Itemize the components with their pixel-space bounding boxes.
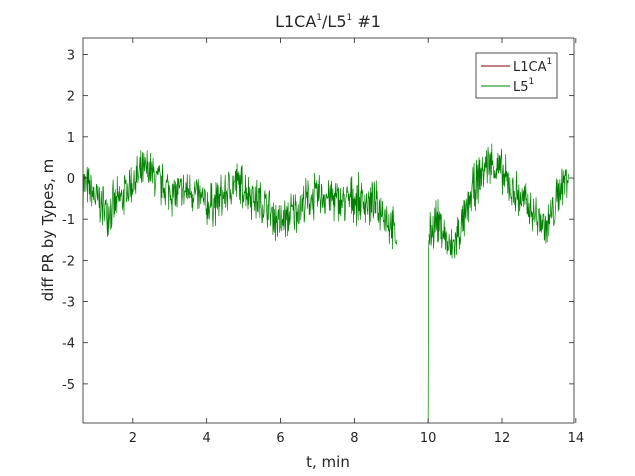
- y-tick-label: 3: [67, 48, 75, 63]
- x-axis-title: t, min: [306, 453, 350, 471]
- y-tick-label: -2: [62, 254, 75, 269]
- plot-area-background: [83, 38, 574, 423]
- chart-marks: [82, 143, 569, 424]
- y-tick-label: 1: [67, 131, 75, 146]
- legend-label-l1ca: L1CA1: [513, 57, 552, 75]
- chart-title: L1CA1/L51 #1: [275, 12, 381, 31]
- series-line-l5-segment-0: [82, 150, 398, 250]
- y-axis-title: diff PR by Types, m: [39, 159, 57, 302]
- series-line-l5-segment-2: [428, 143, 569, 259]
- y-tick-label: -3: [62, 296, 75, 311]
- y-axis: 3 2 1 0 -1 -2 -3 -4 -5: [62, 48, 574, 393]
- y-tick-label: 0: [67, 172, 75, 187]
- series-line-l5-segment-1: [427, 239, 430, 424]
- x-axis: 2 4 6 8 10 12 14: [129, 38, 584, 446]
- y-tick-label: -4: [62, 337, 75, 352]
- legend: L1CA1 L51: [475, 52, 558, 99]
- x-tick-label: 14: [568, 431, 585, 446]
- x-tick-label: 6: [276, 431, 284, 446]
- x-tick-label: 10: [420, 431, 437, 446]
- y-tick-label: -1: [62, 213, 75, 228]
- plot-area-box: [82, 37, 575, 424]
- x-tick-label: 8: [350, 431, 358, 446]
- x-tick-label: 12: [494, 431, 511, 446]
- x-tick-label: 4: [203, 431, 211, 446]
- legend-label-l5: L51: [513, 77, 534, 95]
- y-tick-label: 2: [67, 90, 75, 105]
- y-tick-label: -5: [62, 378, 75, 393]
- legend-box: [475, 52, 558, 99]
- x-tick-label: 2: [129, 431, 137, 446]
